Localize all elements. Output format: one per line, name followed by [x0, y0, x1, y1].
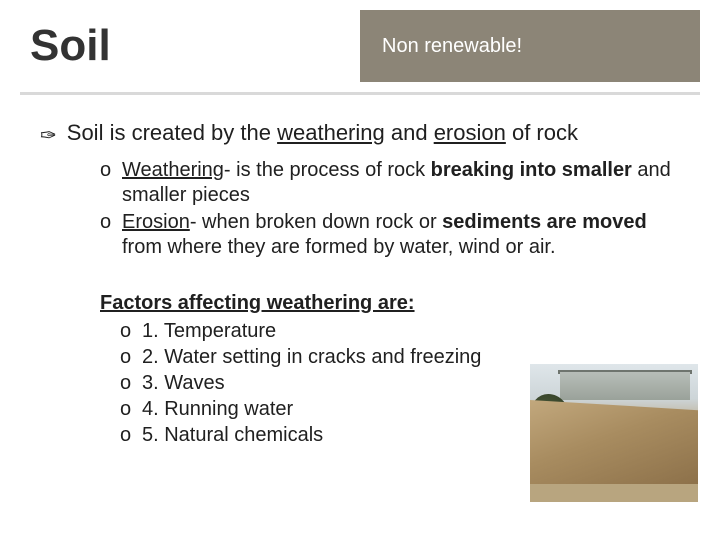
definition-weathering: Weathering- is the process of rock break… — [122, 158, 690, 208]
factor-text: 4. Running water — [142, 396, 293, 422]
sub-bullet-icon: o — [100, 210, 122, 260]
sub-bullet-icon: o — [120, 344, 142, 370]
sub-bullet-icon: o — [120, 370, 142, 396]
list-item: o Erosion- when broken down rock or sedi… — [100, 210, 690, 260]
header-underline — [20, 92, 700, 95]
sub-bullet-icon: o — [120, 422, 142, 448]
erosion-link[interactable]: erosion — [434, 120, 506, 145]
slide-title: Soil — [30, 21, 111, 71]
slide-header: Soil Non renewable! — [0, 0, 720, 95]
nonrenewable-badge: Non renewable! — [360, 10, 700, 82]
list-item: o 1. Temperature — [120, 318, 690, 344]
definitions-list: o Weathering- is the process of rock bre… — [100, 158, 690, 260]
main-bullet-text: Soil is created by the weathering and er… — [67, 120, 578, 146]
sub-bullet-icon: o — [100, 158, 122, 208]
factor-text: 1. Temperature — [142, 318, 276, 344]
factor-text: 2. Water setting in cracks and freezing — [142, 344, 481, 370]
title-box: Soil — [20, 10, 360, 82]
bullet-icon: ✑ — [40, 124, 57, 148]
erosion-photo — [530, 364, 698, 502]
factor-text: 3. Waves — [142, 370, 225, 396]
badge-text: Non renewable! — [382, 35, 522, 58]
factors-heading: Factors affecting weathering are: — [100, 290, 690, 316]
sub-bullet-icon: o — [120, 318, 142, 344]
main-bullet: ✑ Soil is created by the weathering and … — [40, 120, 690, 148]
factor-text: 5. Natural chemicals — [142, 422, 323, 448]
photo-detail — [530, 484, 698, 502]
sub-bullet-icon: o — [120, 396, 142, 422]
weathering-link[interactable]: weathering — [277, 120, 385, 145]
list-item: o Weathering- is the process of rock bre… — [100, 158, 690, 208]
definition-erosion: Erosion- when broken down rock or sedime… — [122, 210, 690, 260]
photo-detail — [560, 372, 690, 400]
